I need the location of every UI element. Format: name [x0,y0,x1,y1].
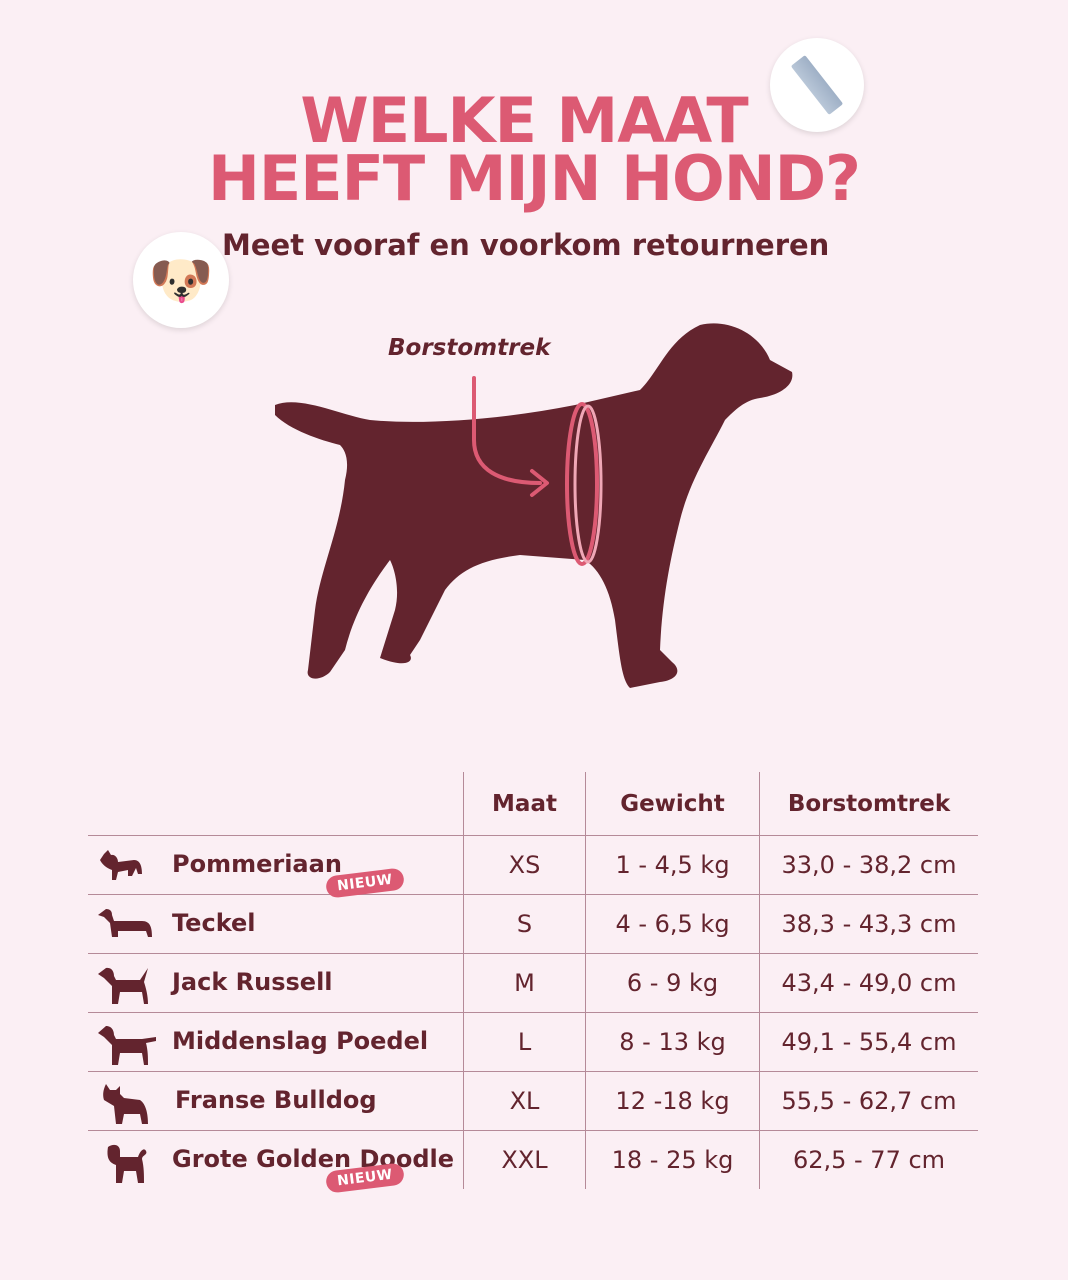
chest-cell: 43,4 - 49,0 cm [759,953,978,1013]
header-weight: Gewicht [585,772,760,836]
arrow-icon [472,376,542,485]
size-cell: XS [463,835,586,895]
dog-silhouette [275,323,793,688]
chest-measure-ring-highlight [573,404,603,564]
chest-measure-ring [565,402,599,566]
poodle-icon [98,1026,156,1065]
goldendoodle-icon [107,1144,147,1183]
chest-label: Borstomtrek [388,335,551,361]
dachshund-icon [98,909,152,937]
size-cell: S [463,894,586,954]
weight-cell: 12 -18 kg [585,1071,760,1131]
size-cell: XL [463,1071,586,1131]
dog-face-icon: 🐶 [133,232,229,328]
chest-cell: 62,5 - 77 cm [759,1130,978,1189]
size-cell: L [463,1012,586,1072]
header-size: Maat [463,772,586,836]
jack-russell-icon [98,967,148,1004]
chest-cell: 33,0 - 38,2 cm [759,835,978,895]
pomeranian-icon [100,850,142,880]
breed-name: Pommeriaan [172,850,342,878]
title-line-1: WELKE MAAT [300,84,748,157]
breed-name: Grote Golden Doodle [172,1145,455,1173]
dog-illustration [275,323,793,688]
breed-name: Teckel [172,909,256,937]
breed-name: Middenslag Poedel [172,1027,429,1055]
table-header: Maat Gewicht Borstomtrek [88,772,978,836]
chest-cell: 55,5 - 62,7 cm [759,1071,978,1131]
weight-cell: 4 - 6,5 kg [585,894,760,954]
weight-cell: 6 - 9 kg [585,953,760,1013]
table-row: Pommeriaan NIEUW XS 1 - 4,5 kg 33,0 - 38,… [88,835,978,899]
size-cell: XXL [463,1130,586,1189]
french-bulldog-icon [103,1084,148,1124]
header-chest: Borstomtrek [759,772,978,836]
header-breed [88,772,464,836]
weight-cell: 8 - 13 kg [585,1012,760,1072]
table-row: Franse Bulldog XL 12 -18 kg 55,5 - 62,7 … [88,1071,978,1131]
table-row: Teckel S 4 - 6,5 kg 38,3 - 43,3 cm [88,894,978,954]
breed-name: Jack Russell [172,968,333,996]
subtitle: Meet vooraf en voorkom retourneren [222,228,830,262]
table-row: Jack Russell M 6 - 9 kg 43,4 - 49,0 cm [88,953,978,1013]
size-table: Maat Gewicht Borstomtrek Pommeriaan NIEUW… [88,772,978,1194]
weight-cell: 18 - 25 kg [585,1130,760,1189]
table-row: Middenslag Poedel L 8 - 13 kg 49,1 - 55,… [88,1012,978,1072]
ruler-icon [770,38,864,132]
title-line-2: HEEFT MIJN HOND? [207,142,861,215]
weight-cell: 1 - 4,5 kg [585,835,760,895]
table-row: Grote Golden Doodle NIEUW XXL 18 - 25 kg … [88,1130,978,1194]
chest-cell: 49,1 - 55,4 cm [759,1012,978,1072]
size-cell: M [463,953,586,1013]
breed-name: Franse Bulldog [175,1086,377,1114]
chest-cell: 38,3 - 43,3 cm [759,894,978,954]
